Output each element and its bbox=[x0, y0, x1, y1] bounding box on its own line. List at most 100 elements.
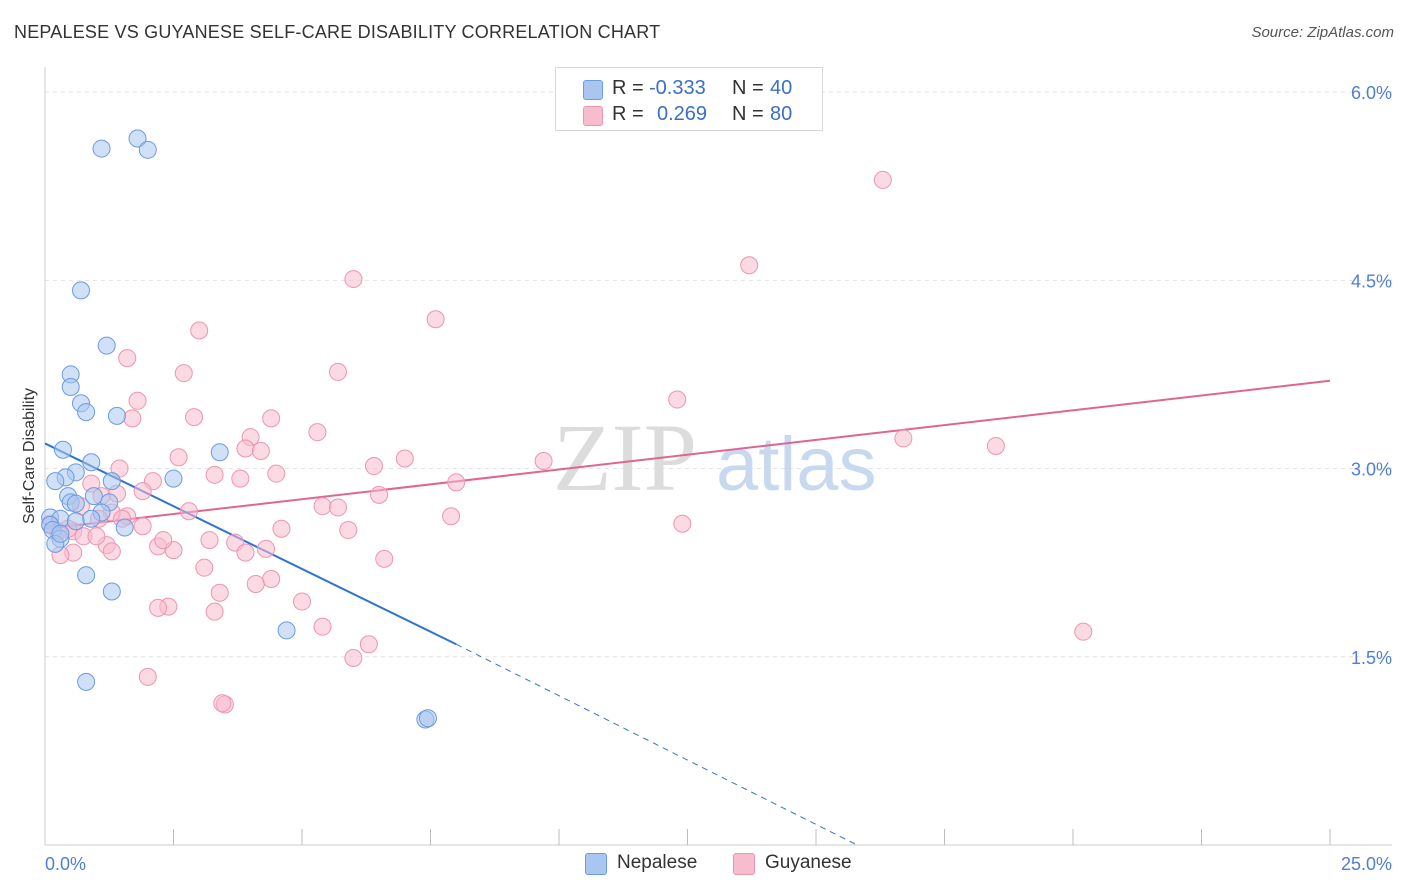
nepalese-point bbox=[115, 518, 134, 537]
guyanese-point bbox=[375, 549, 394, 568]
guyanese-point bbox=[210, 583, 229, 602]
guyanese-point bbox=[668, 390, 687, 409]
guyanese-point bbox=[894, 429, 913, 448]
guyanese-point bbox=[246, 574, 265, 593]
guyanese-point bbox=[339, 521, 358, 540]
watermark-zip: ZIP bbox=[553, 404, 697, 511]
x-tick-label: 25.0% bbox=[1341, 854, 1392, 874]
guyanese-point bbox=[395, 449, 414, 468]
data-points bbox=[41, 129, 1093, 729]
nepalese-point bbox=[66, 512, 85, 531]
y-tick-label: 3.0% bbox=[1351, 460, 1392, 480]
guyanese-point bbox=[986, 436, 1005, 455]
guyanese-point bbox=[190, 321, 209, 340]
guyanese-point bbox=[673, 514, 692, 533]
y-axis-label: Self-Care Disability bbox=[21, 388, 38, 524]
nepalese-point bbox=[46, 472, 65, 491]
guyanese-point bbox=[185, 408, 204, 427]
legend-r-label: R = bbox=[612, 103, 644, 125]
nepalese-point bbox=[97, 336, 116, 355]
guyanese-point bbox=[328, 498, 347, 517]
grid-lines bbox=[45, 91, 1392, 658]
nepalese-point bbox=[66, 494, 85, 513]
guyanese-point bbox=[426, 310, 445, 329]
guyanese-point bbox=[272, 519, 291, 538]
guyanese-point bbox=[262, 569, 281, 588]
nepalese-point bbox=[77, 566, 96, 585]
legend-r-value: 0.269 bbox=[657, 103, 708, 125]
guyanese-point bbox=[205, 602, 224, 621]
nepalese-point bbox=[51, 524, 70, 543]
nepalese-point bbox=[53, 440, 72, 459]
guyanese-point bbox=[236, 439, 255, 458]
guyanese-point bbox=[364, 457, 383, 476]
legend-n-value: 40 bbox=[770, 77, 793, 99]
nepalese-point bbox=[210, 443, 229, 462]
x-tick-label: 0.0% bbox=[45, 854, 86, 874]
legend-label-nepalese: Nepalese bbox=[617, 852, 698, 873]
guyanese-point bbox=[149, 598, 168, 617]
nepalese-point bbox=[277, 621, 296, 640]
nepalese-point bbox=[61, 377, 80, 396]
guyanese-point bbox=[359, 635, 378, 654]
guyanese-point bbox=[179, 502, 198, 521]
y-tick-label: 1.5% bbox=[1351, 648, 1392, 668]
axes bbox=[44, 67, 1392, 846]
chart-title: NEPALESE VS GUYANESE SELF-CARE DISABILIT… bbox=[14, 22, 661, 42]
legend-r-label: R = bbox=[612, 77, 644, 99]
guyanese-point bbox=[740, 256, 759, 275]
guyanese-trend-line bbox=[44, 379, 1331, 530]
nepalese-swatch bbox=[583, 80, 603, 100]
guyanese-point bbox=[231, 469, 250, 488]
guyanese-point bbox=[174, 364, 193, 383]
guyanese-point bbox=[534, 452, 553, 471]
nepalese-point bbox=[128, 129, 147, 148]
guyanese-point bbox=[370, 485, 389, 504]
nepalese-point bbox=[77, 403, 96, 422]
guyanese-point bbox=[313, 617, 332, 636]
guyanese-point bbox=[873, 170, 892, 189]
guyanese-point bbox=[213, 694, 232, 713]
watermark: ZIP atlas bbox=[553, 404, 877, 511]
y-tick-label: 4.5% bbox=[1351, 271, 1392, 291]
nepalese-point bbox=[164, 469, 183, 488]
guyanese-legend-swatch bbox=[733, 853, 755, 875]
nepalese-point bbox=[82, 509, 101, 528]
legend-n-label: N = bbox=[732, 103, 764, 125]
guyanese-point bbox=[236, 543, 255, 562]
nepalese-legend-swatch bbox=[585, 853, 607, 875]
legend-n-value: 80 bbox=[770, 103, 793, 125]
guyanese-point bbox=[138, 667, 157, 686]
guyanese-point bbox=[1074, 622, 1093, 641]
nepalese-point bbox=[138, 140, 157, 159]
nepalese-point bbox=[82, 453, 101, 472]
guyanese-point bbox=[344, 649, 363, 668]
guyanese-point bbox=[251, 441, 270, 460]
nepalese-point bbox=[102, 582, 121, 601]
nepalese-point bbox=[77, 672, 96, 691]
guyanese-point bbox=[169, 448, 188, 467]
guyanese-point bbox=[313, 497, 332, 516]
stats-legend: R = -0.333 N = 40 R = 0.269 N = 80 bbox=[555, 67, 823, 131]
legend-r-value: -0.333 bbox=[649, 77, 706, 99]
guyanese-point bbox=[123, 409, 142, 428]
guyanese-point bbox=[133, 517, 152, 536]
nepalese-point bbox=[102, 472, 121, 491]
y-tick-label: 6.0% bbox=[1351, 83, 1392, 103]
guyanese-point bbox=[267, 464, 286, 483]
guyanese-point bbox=[293, 592, 311, 611]
guyanese-point bbox=[87, 527, 106, 546]
legend-label-guyanese: Guyanese bbox=[765, 852, 852, 873]
guyanese-point bbox=[344, 270, 363, 289]
source-label: Source: ZipAtlas.com bbox=[1251, 24, 1394, 41]
guyanese-point bbox=[128, 391, 147, 410]
guyanese-point bbox=[102, 542, 121, 561]
guyanese-point bbox=[118, 349, 137, 368]
nepalese-point bbox=[418, 709, 437, 728]
nepalese-trend-extension bbox=[455, 643, 858, 846]
guyanese-point bbox=[262, 409, 281, 428]
guyanese-point bbox=[200, 531, 219, 550]
nepalese-point bbox=[71, 281, 90, 300]
tick-labels: 1.5% 3.0% 4.5% 6.0% 0.0% 25.0% bbox=[45, 83, 1392, 874]
